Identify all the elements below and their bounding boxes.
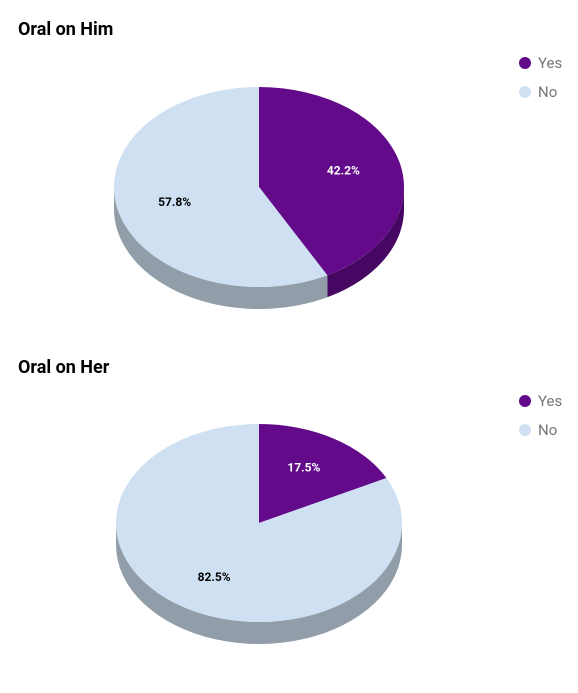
- slice-side: [116, 523, 402, 644]
- chart-title: Oral on Him: [18, 19, 113, 40]
- legend-marker: [519, 424, 531, 436]
- chart: Oral on Him Yes No 42.2% 57.8%: [18, 19, 562, 309]
- data-label: 17.5%: [287, 460, 320, 474]
- data-label: 57.8%: [158, 195, 191, 209]
- legend-marker: [519, 86, 531, 98]
- slice: [116, 424, 403, 622]
- chart-title: Oral on Her: [18, 357, 110, 378]
- slice: [113, 87, 328, 287]
- legend-marker: [519, 395, 531, 407]
- legend-label: Yes: [538, 54, 562, 72]
- chart: Oral on Her Yes No 17.5% 82.5%: [18, 357, 562, 644]
- slice-side: [114, 187, 328, 309]
- data-label: 82.5%: [198, 570, 231, 584]
- legend-label: Yes: [538, 392, 562, 410]
- legend-label: No: [538, 83, 557, 101]
- legend-marker: [519, 57, 531, 69]
- legend-label: No: [538, 421, 557, 439]
- slice: [259, 87, 404, 276]
- slice-side: [327, 187, 404, 298]
- slice: [259, 424, 387, 523]
- data-label: 42.2%: [327, 163, 360, 177]
